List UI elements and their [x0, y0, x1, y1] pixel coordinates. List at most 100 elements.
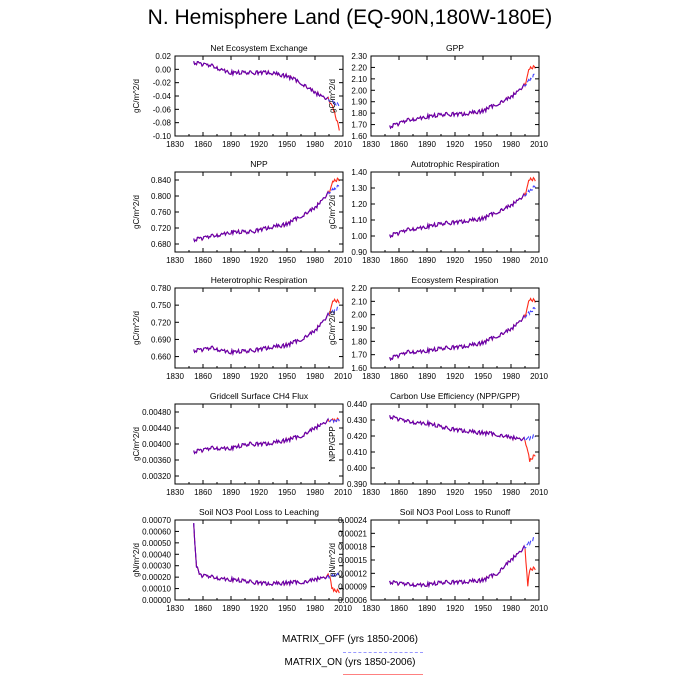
y-tick-label: 1.90	[351, 324, 367, 333]
y-tick-label: 0.660	[151, 353, 172, 362]
x-tick-label: 1920	[250, 256, 268, 265]
y-tick-label: 1.30	[351, 184, 367, 193]
x-tick-label: 2010	[530, 140, 548, 149]
x-tick-label: 1950	[278, 140, 296, 149]
x-tick-label: 1980	[502, 488, 520, 497]
y-tick-label: 0.00009	[338, 583, 367, 592]
x-tick-label: 1920	[446, 604, 464, 613]
series-matrix-off	[193, 306, 340, 356]
series-overlap	[193, 418, 329, 455]
series-matrix-on	[193, 523, 340, 594]
y-axis-label: gC/m^2/d	[328, 79, 337, 113]
y-tick-label: 0.00006	[338, 596, 367, 605]
y-tick-label: 0.680	[151, 240, 172, 249]
x-tick-label: 2010	[334, 488, 352, 497]
y-tick-label: 1.60	[351, 364, 367, 373]
x-tick-label: 1950	[474, 604, 492, 613]
y-tick-label: 0.00015	[338, 556, 367, 565]
chart-panel: 1830 1860 1890 1920 1950 1980 20101.601.701.80…	[328, 275, 548, 381]
x-tick-label: 1950	[278, 372, 296, 381]
y-tick-label: 0.760	[151, 208, 172, 217]
x-tick-label: 1920	[446, 256, 464, 265]
x-tick-label: 1980	[306, 256, 324, 265]
series-overlap	[193, 312, 329, 356]
plot-frame	[370, 519, 540, 601]
x-tick-label: 1920	[250, 488, 268, 497]
x-tick-label: 2010	[334, 372, 352, 381]
x-tick-label: 1830	[166, 604, 184, 613]
x-tick-label: 1890	[418, 140, 436, 149]
y-tick-label: 0.00012	[338, 569, 367, 578]
x-tick-label: 2010	[530, 488, 548, 497]
chart-title: Ecosystem Respiration	[412, 275, 499, 285]
x-tick-label: 2010	[530, 256, 548, 265]
x-tick-label: 2010	[530, 372, 548, 381]
series-overlap	[193, 523, 329, 587]
x-tick-label: 1830	[362, 488, 380, 497]
y-tick-label: 1.80	[351, 109, 367, 118]
x-tick-label: 1830	[362, 372, 380, 381]
x-tick-label: 1890	[222, 140, 240, 149]
series-overlap	[389, 415, 525, 442]
y-tick-label: 2.00	[351, 311, 367, 320]
y-tick-label: 2.10	[351, 75, 367, 84]
y-tick-label: 0.00480	[142, 408, 171, 417]
y-tick-label: 0.00021	[338, 529, 367, 538]
y-tick-label: 0.800	[151, 192, 172, 201]
legend-label-matrix-off: MATRIX_OFF (yrs 1850-2006)	[282, 634, 418, 645]
x-tick-label: 1980	[502, 256, 520, 265]
y-tick-label: 0.00000	[142, 596, 171, 605]
legend-line-matrix-on	[343, 674, 423, 675]
x-tick-label: 1890	[418, 372, 436, 381]
x-tick-label: 1980	[306, 604, 324, 613]
y-tick-label: 0.02	[155, 52, 171, 61]
series-matrix-on	[389, 544, 536, 589]
x-tick-label: 1950	[278, 488, 296, 497]
x-tick-label: 1950	[474, 488, 492, 497]
chart-title: Net Ecosystem Exchange	[210, 43, 308, 53]
series-matrix-on	[193, 60, 340, 131]
y-tick-label: 0.00320	[142, 472, 171, 481]
y-tick-label: 0.00060	[142, 527, 171, 536]
chart-panel: 1830 1860 1890 1920 1950 1980 2010 -0.10 -0.08 -0…	[132, 43, 352, 149]
y-axis-label: gC/m^2/d	[328, 311, 337, 345]
y-axis-label: gC/m^2/d	[132, 195, 141, 229]
y-axis-label: gC/m^2/d	[132, 311, 141, 345]
chart-title: Heterotrophic Respiration	[211, 275, 308, 285]
series-matrix-off	[389, 536, 536, 589]
chart-panel: 1830 1860 1890 1920 1950 1980 20101.601.701.80…	[328, 43, 548, 149]
series-matrix-on	[389, 176, 536, 239]
y-tick-label: 1.80	[351, 337, 367, 346]
chart-title: Soil NO3 Pool Loss to Leaching	[199, 507, 319, 517]
x-tick-label: 1860	[390, 256, 408, 265]
y-tick-label: -0.06	[153, 105, 172, 114]
series-matrix-off	[193, 184, 340, 243]
chart-title: Carbon Use Efficiency (NPP/GPP)	[390, 391, 520, 401]
plot-frame	[370, 171, 540, 253]
x-tick-label: 1890	[222, 604, 240, 613]
plot-frame	[174, 171, 344, 253]
x-tick-label: 1860	[194, 140, 212, 149]
x-tick-label: 1980	[502, 140, 520, 149]
y-tick-label: -0.04	[153, 92, 172, 101]
x-tick-label: 2010	[530, 604, 548, 613]
y-tick-label: 0.720	[151, 318, 172, 327]
y-tick-label: 0.420	[347, 432, 368, 441]
y-tick-label: 0.00040	[142, 550, 171, 559]
y-tick-label: 0.440	[347, 400, 368, 409]
y-tick-label: -0.10	[153, 132, 172, 141]
x-tick-label: 1920	[250, 372, 268, 381]
x-tick-label: 1890	[222, 256, 240, 265]
x-tick-label: 1950	[474, 372, 492, 381]
y-tick-label: 1.90	[351, 98, 367, 107]
y-tick-label: 2.00	[351, 86, 367, 95]
x-tick-label: 1890	[418, 488, 436, 497]
x-tick-label: 1950	[278, 256, 296, 265]
x-tick-label: 1830	[166, 372, 184, 381]
x-tick-label: 1950	[278, 604, 296, 613]
y-tick-label: 0.00070	[142, 516, 171, 525]
x-tick-label: 1980	[306, 372, 324, 381]
series-overlap	[389, 83, 525, 130]
